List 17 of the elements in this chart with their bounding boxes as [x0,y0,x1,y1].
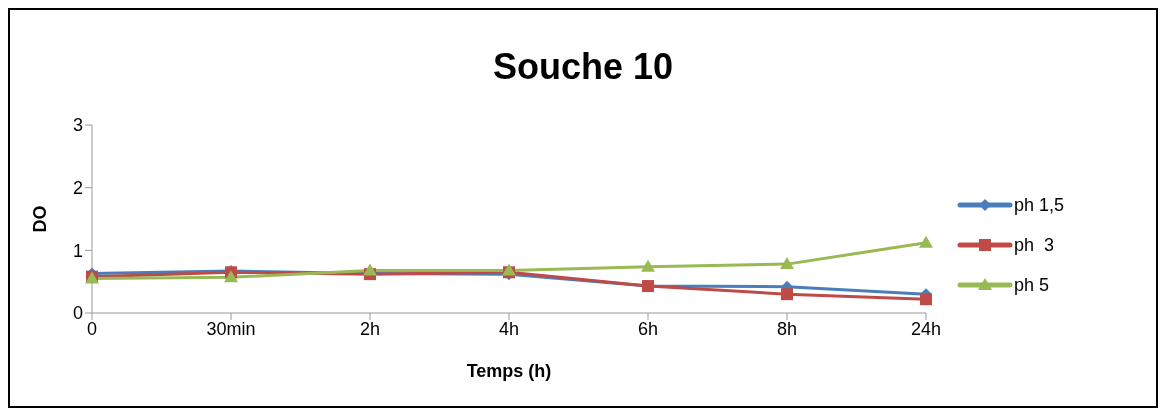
chart-title: Souche 10 [491,46,675,88]
x-tick-label: 4h [498,318,520,339]
y-tick-label: 0 [72,303,83,324]
legend-label: ph 3 [1014,234,1055,256]
legend-label: ph 5 [1014,274,1050,296]
y-tick-label: 2 [72,178,83,199]
x-tick-label: 2h [359,318,381,339]
x-tick-label: 8h [776,318,798,339]
y-tick-label: 1 [72,240,83,261]
y-tick-label: 3 [72,115,83,136]
x-tick-label: 24h [910,318,942,339]
y-axis-title: DO [30,205,51,233]
legend-label: ph 1,5 [1014,194,1065,216]
x-tick-label: 6h [637,318,659,339]
x-tick-label: 30min [206,318,256,339]
x-axis-title: Temps (h) [466,361,552,381]
x-tick-label: 0 [86,318,98,339]
